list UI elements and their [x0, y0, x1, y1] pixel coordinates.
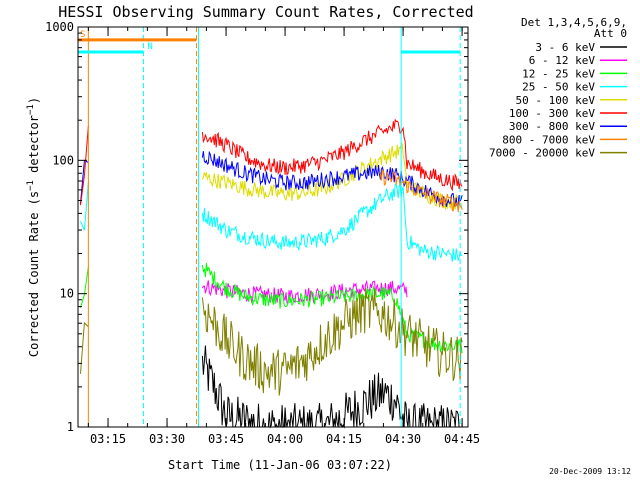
legend-label: 7000 - 20000 keV: [489, 147, 595, 160]
legend-header-detectors: Det 1,3,4,5,6,9,: [521, 16, 627, 29]
state-flag-label: S: [80, 30, 85, 40]
y-axis: 1 10 100 1000: [45, 20, 468, 434]
series-line-8: [201, 287, 463, 396]
pre-gap-trace: [80, 181, 89, 231]
legend-label: 50 - 100 keV: [516, 94, 596, 107]
x-axis-label: Start Time (11-Jan-06 03:07:22): [168, 458, 392, 472]
state-flag-layer: SN: [78, 30, 461, 54]
x-tick-label: 03:15: [90, 432, 126, 446]
y-tick-label: 100: [52, 153, 74, 167]
y-tick-label: 1: [67, 420, 74, 434]
legend-header-attenuator: Att 0: [594, 27, 627, 40]
series-line-2: [201, 263, 463, 354]
chart-title: HESSI Observing Summary Count Rates, Cor…: [58, 3, 473, 21]
legend-label: 25 - 50 keV: [522, 81, 595, 94]
series-line-7: [379, 168, 463, 213]
y-tick-label: 1000: [45, 20, 74, 34]
legend-label: 800 - 7000 keV: [502, 133, 595, 146]
legend-label: 12 - 25 keV: [522, 67, 595, 80]
x-tick-label: 04:15: [326, 432, 362, 446]
pre-gap-trace: [80, 266, 89, 308]
x-axis: 03:15 03:30 03:45 04:00 04:15 04:30 04:45: [87, 27, 480, 446]
x-tick-label: 04:45: [444, 432, 480, 446]
series-line-6: [201, 150, 463, 208]
legend-label: 100 - 300 keV: [509, 107, 595, 120]
y-axis-label: Corrected Count Rate (s−1 detector−1): [26, 97, 41, 357]
series-line-3: [201, 183, 463, 262]
legend-label: 6 - 12 keV: [529, 54, 596, 67]
x-tick-label: 04:30: [385, 432, 421, 446]
x-tick-label: 03:45: [208, 432, 244, 446]
x-tick-label: 04:00: [267, 432, 303, 446]
legend-label: 3 - 6 keV: [535, 41, 595, 54]
legend-label: 300 - 800 keV: [509, 120, 595, 133]
series-line-5: [201, 118, 463, 192]
generation-timestamp: 20-Dec-2009 13:12: [549, 467, 631, 476]
pre-gap-trace: [80, 321, 89, 374]
state-flag-label: N: [147, 42, 152, 52]
series-layer: [80, 118, 463, 429]
series-line-0: [201, 345, 463, 429]
pre-gap-trace: [80, 125, 89, 206]
plot-frame: [77, 26, 469, 428]
x-tick-label: 03:30: [149, 432, 185, 446]
y-tick-label: 10: [60, 287, 74, 301]
marker-layer: [87, 27, 461, 427]
